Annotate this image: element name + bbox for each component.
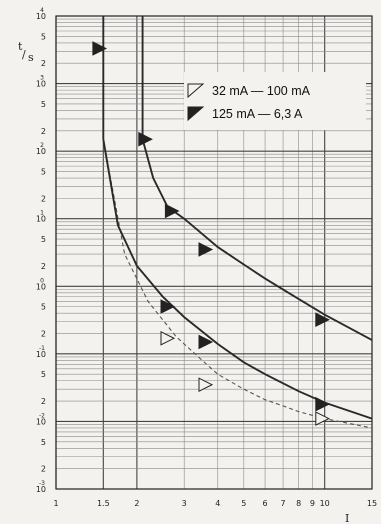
filled-triangle-marker [164, 203, 180, 219]
y-axis-label-s: s [28, 51, 34, 64]
y-tick-label: 2 [41, 59, 46, 68]
x-tick-label: 1.5 [97, 499, 110, 508]
filled-triangle-marker [315, 312, 330, 328]
y-tick-label: 10 [36, 282, 46, 291]
open-triangle-marker [198, 377, 214, 393]
y-tick-label: 5 [41, 438, 46, 447]
y-tick-label: 5 [41, 167, 46, 176]
y-axis-label-t: t [18, 40, 23, 53]
x-tick-label: 1 [53, 499, 58, 508]
tick-labels: 1 1.5 2 3 4 5 6 7 8 9 10 15104521035210252101521005… [36, 7, 377, 508]
y-axis-label-slash: / [22, 48, 26, 61]
x-tick-label: 5 [241, 499, 246, 508]
open-triangle-marker [315, 411, 330, 426]
y-tick-label: 10 [36, 80, 46, 89]
y-tick-label: 2 [41, 194, 46, 203]
y-tick-label: 2 [41, 262, 46, 271]
x-tick-label: 4 [215, 499, 220, 508]
filled-triangle-marker [198, 334, 214, 350]
series-line [102, 139, 373, 429]
legend-entry-32ma: 32 mA — 100 mA [212, 84, 311, 98]
x-tick-label: 3 [182, 499, 187, 508]
series-line [141, 138, 373, 341]
y-tick-label: 2 [41, 397, 46, 406]
y-tick-label: 2 [41, 127, 46, 136]
legend-background [184, 72, 366, 130]
filled-triangle-marker [315, 396, 330, 412]
y-tick-label: 2 [41, 330, 46, 339]
plot-frame [55, 15, 373, 490]
x-tick-label: 9 [310, 499, 315, 508]
x-tick-label: 10 [320, 499, 330, 508]
filled-triangle-marker [160, 299, 176, 314]
filled-triangle-marker [198, 242, 214, 257]
y-tick-label: 10 [36, 417, 46, 426]
y-tick-exponent: 4 [40, 7, 44, 14]
y-tick-exponent: -3 [39, 480, 45, 487]
y-tick-label: 10 [36, 12, 46, 21]
y-tick-label: 10 [36, 215, 46, 224]
y-tick-label: 5 [41, 100, 46, 109]
y-tick-label: 5 [41, 370, 46, 379]
y-tick-label: 5 [41, 303, 46, 312]
y-tick-exponent: -1 [39, 345, 45, 352]
y-tick-label: 10 [36, 350, 46, 359]
y-tick-exponent: 1 [40, 210, 44, 217]
x-tick-label: 6 [263, 499, 268, 508]
series-line [102, 139, 373, 420]
y-tick-label: 10 [36, 485, 46, 494]
x-tick-label: 8 [296, 499, 301, 508]
x-tick-label: 7 [281, 499, 286, 508]
x-tick-label: 2 [134, 499, 139, 508]
y-tick-label: 2 [41, 465, 46, 474]
x-axis-label-fragment: I [345, 512, 349, 524]
y-tick-exponent: 3 [40, 75, 44, 82]
x-tick-label: 15 [367, 499, 377, 508]
y-tick-label: 5 [41, 32, 46, 41]
chart-markers [92, 41, 330, 426]
chart-curves [102, 16, 373, 429]
legend: 32 mA — 100 mA 125 mA — 6,3 A [184, 72, 366, 130]
y-tick-exponent: -2 [39, 412, 45, 419]
y-tick-exponent: 2 [40, 142, 44, 149]
open-triangle-marker [160, 330, 176, 346]
filled-triangle-icon [187, 106, 205, 122]
legend-entry-125ma: 125 mA — 6,3 A [212, 107, 303, 121]
filled-triangle-marker [92, 41, 108, 56]
y-tick-label: 10 [36, 147, 46, 156]
y-axis-label: t / s [18, 40, 34, 64]
y-tick-exponent: 0 [40, 277, 44, 284]
filled-triangle-marker [138, 131, 153, 147]
y-tick-label: 5 [41, 235, 46, 244]
open-triangle-icon [187, 83, 205, 99]
